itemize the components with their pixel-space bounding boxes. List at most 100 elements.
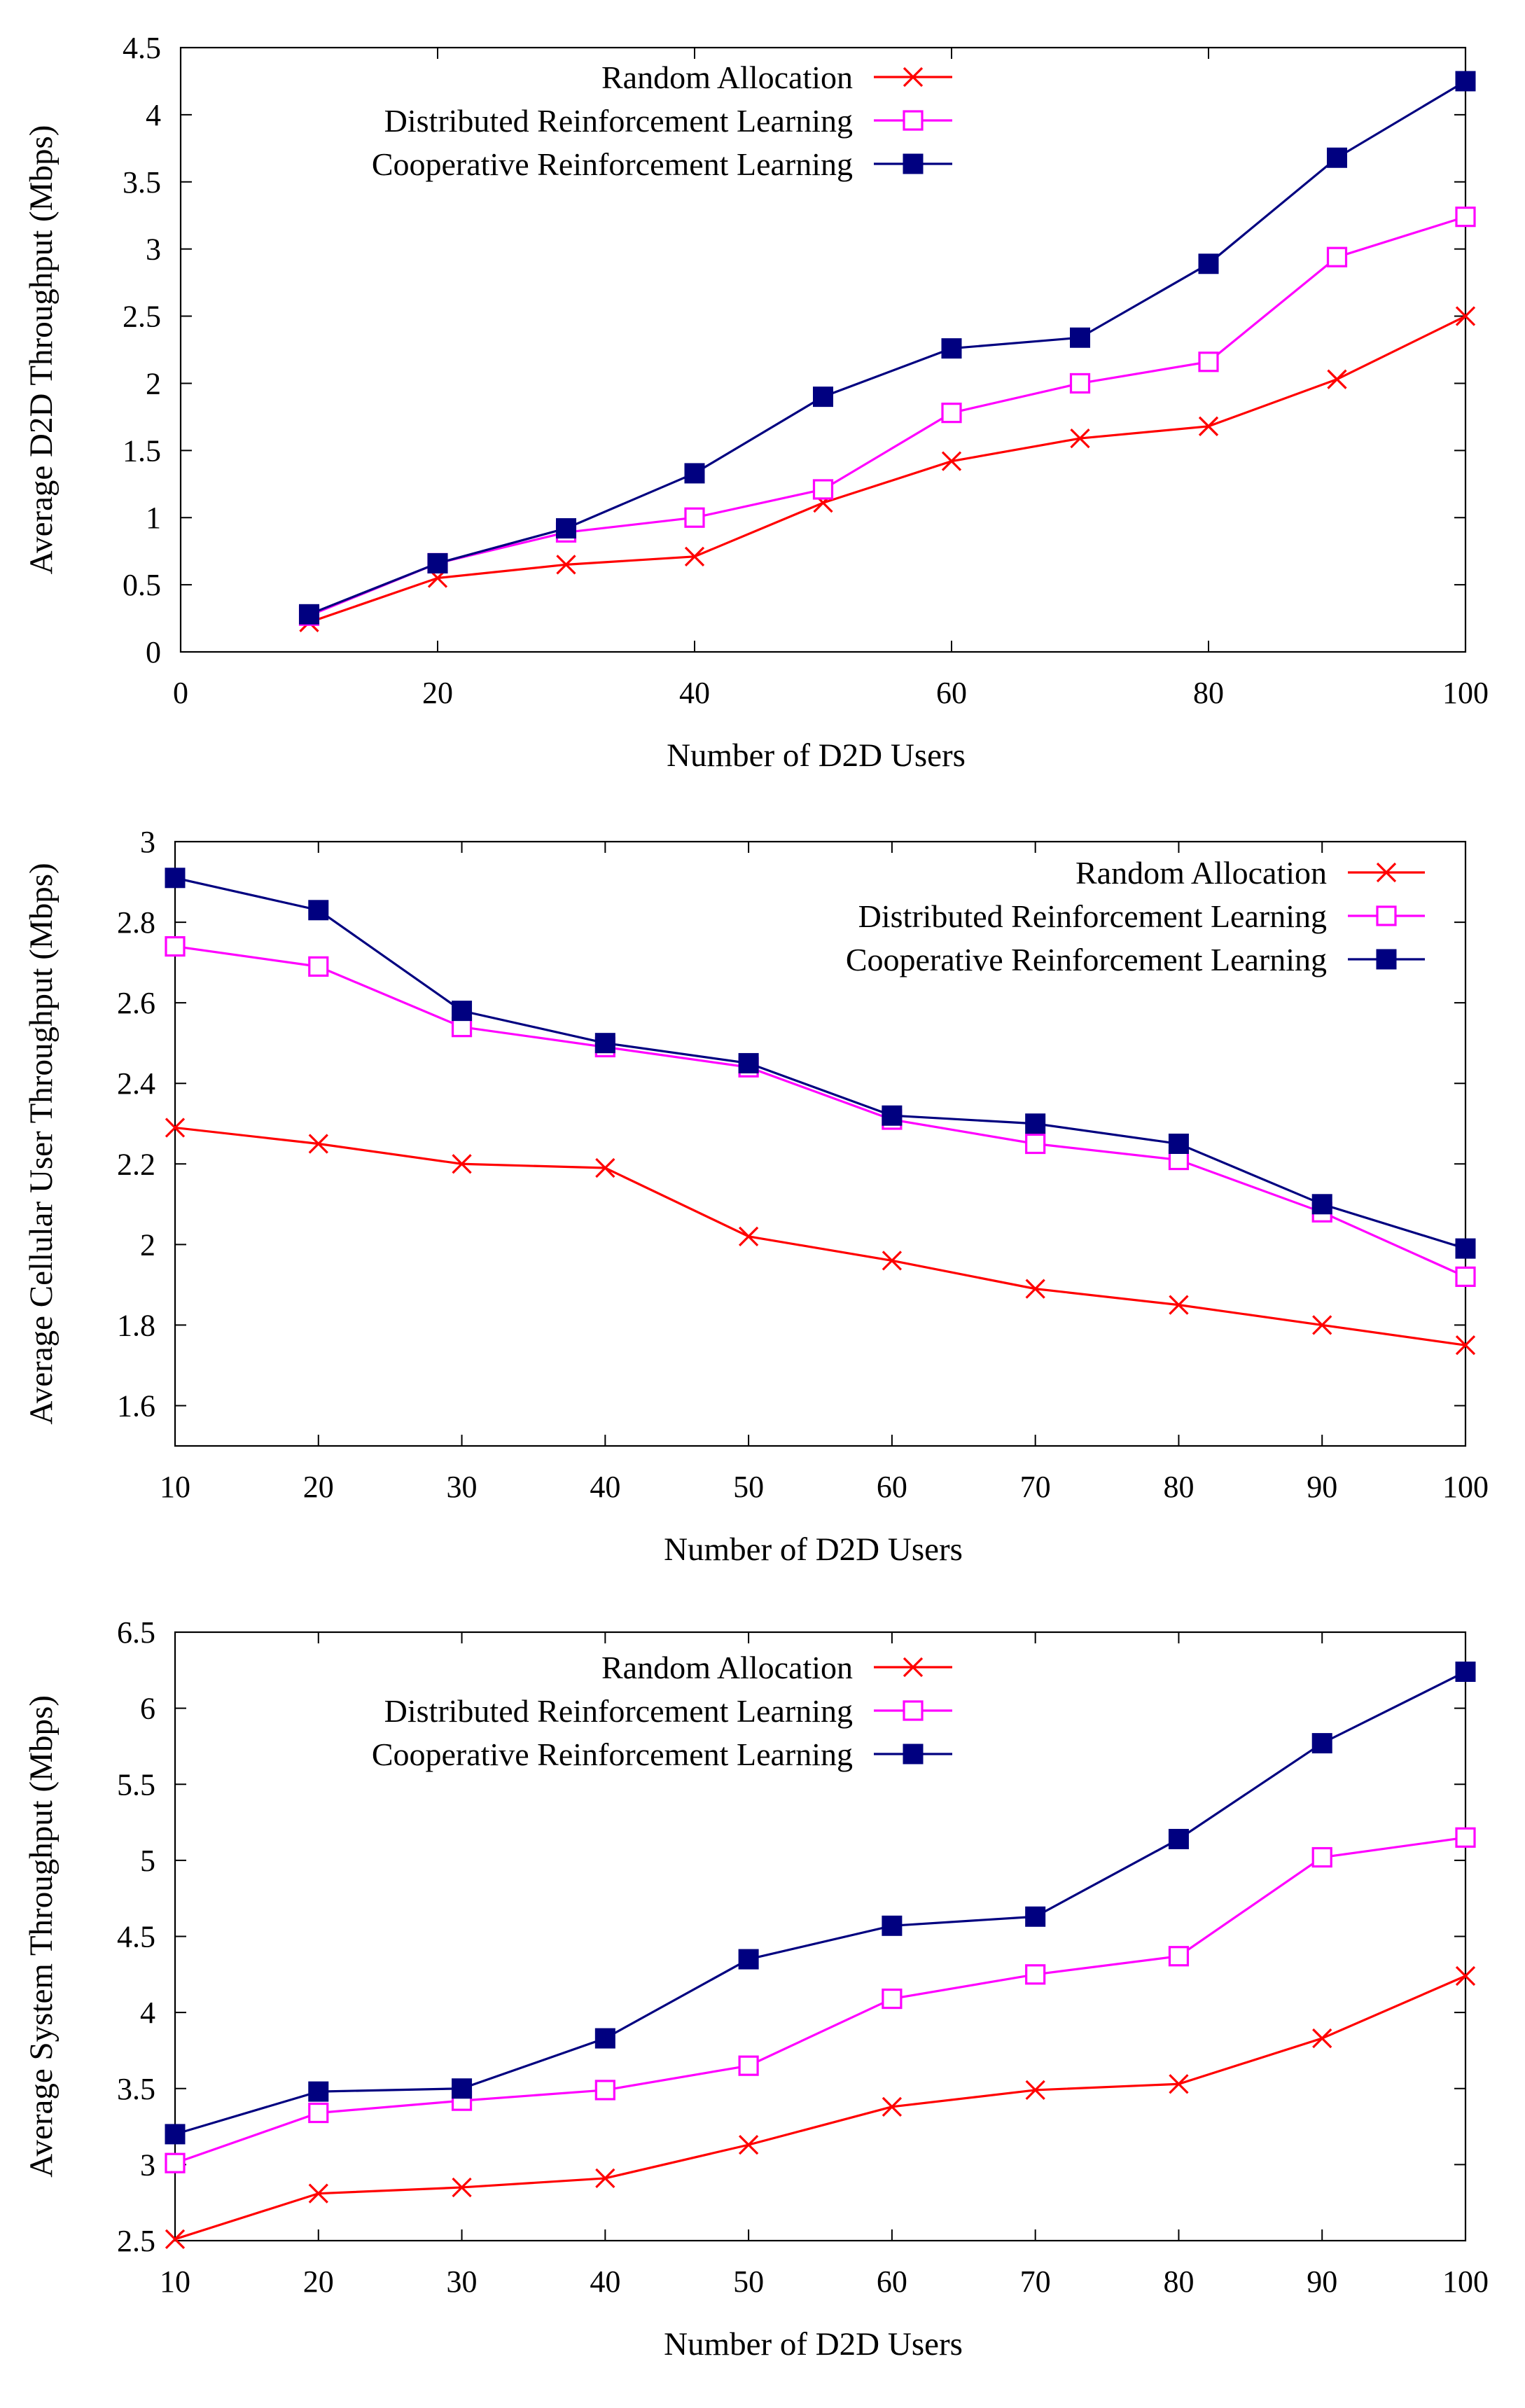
data-point (556, 555, 576, 575)
x-tick-label: 10 (160, 1470, 190, 1504)
x-tick-label: 40 (679, 676, 710, 710)
y-tick-label: 2 (140, 1227, 155, 1262)
data-point (452, 1001, 473, 1022)
data-point (1455, 1238, 1476, 1259)
legend-marker (903, 1744, 924, 1765)
data-point (1455, 1661, 1476, 1682)
data-point (595, 2168, 615, 2189)
y-tick-label: 4 (140, 1996, 155, 2030)
data-point (594, 2080, 615, 2101)
y-tick-label: 0 (146, 635, 161, 669)
data-point (1311, 1194, 1332, 1215)
data-point (165, 2124, 186, 2145)
x-axis-label: Number of D2D Users (664, 2326, 963, 2362)
data-point (308, 2102, 329, 2124)
series-distributed-reinforcement-learning (165, 935, 1476, 1287)
data-point (452, 2078, 473, 2099)
y-tick-label: 6.5 (117, 1615, 155, 1650)
legend-marker (903, 1700, 924, 1721)
data-point (684, 507, 705, 528)
series-line (308, 216, 1466, 617)
legend-label: Distributed Reinforcement Learning (384, 1693, 853, 1729)
x-tick-label: 100 (1442, 2264, 1489, 2299)
data-point (299, 604, 319, 625)
series-line (174, 877, 1466, 1250)
legend-marker (903, 153, 924, 174)
data-point (165, 2229, 186, 2249)
data-point (684, 463, 705, 484)
x-tick-label: 90 (1307, 1470, 1337, 1504)
legend-label: Random Allocation (1075, 855, 1327, 891)
x-tick-label: 30 (447, 2264, 478, 2299)
data-point (165, 1118, 186, 1138)
y-tick-label: 0.5 (123, 568, 161, 602)
legend-marker (1376, 949, 1397, 970)
legend-marker (903, 1657, 924, 1678)
series-distributed-reinforcement-learning (298, 207, 1476, 626)
data-point (941, 451, 962, 471)
data-point (1327, 147, 1347, 168)
data-point (882, 1251, 903, 1271)
y-tick-label: 5.5 (117, 1767, 155, 1802)
y-axis-label: Average D2D Throughput (Mbps) (23, 125, 60, 575)
legend-label: Random Allocation (601, 1650, 853, 1685)
legend-label: Cooperative Reinforcement Learning (372, 146, 853, 182)
data-point (165, 2152, 186, 2173)
data-point (308, 2183, 328, 2204)
data-point (1312, 2028, 1332, 2049)
data-point (1455, 1827, 1476, 1848)
y-axis-label: Average System Throughput (Mbps) (23, 1695, 60, 2178)
y-tick-label: 3 (140, 2148, 155, 2182)
data-point (882, 1915, 903, 1936)
x-tick-label: 50 (733, 2264, 764, 2299)
series-cooperative-reinforcement-learning (165, 1661, 1476, 2145)
series-random-allocation (165, 1965, 1476, 2249)
x-tick-label: 30 (447, 1470, 478, 1504)
data-point (1025, 1279, 1045, 1299)
data-point (1311, 1846, 1332, 1868)
data-point (1198, 253, 1219, 274)
plot-frame (174, 840, 1467, 1447)
data-point (595, 1157, 615, 1178)
legend-marker (903, 110, 924, 131)
x-tick-label: 0 (173, 676, 188, 710)
legend-marker (1376, 905, 1397, 926)
y-tick-label: 4.5 (123, 31, 161, 65)
data-point (1070, 428, 1090, 449)
data-point (308, 900, 329, 921)
data-point (594, 1033, 615, 1054)
data-point (1455, 1335, 1476, 1356)
x-tick-label: 90 (1307, 2264, 1337, 2299)
data-point (1025, 1964, 1046, 1985)
data-point (684, 546, 705, 566)
data-point (308, 1134, 328, 1154)
data-point (1168, 1134, 1189, 1154)
data-point (941, 338, 962, 359)
data-point (165, 868, 186, 889)
data-point (738, 1226, 759, 1246)
x-tick-label: 60 (877, 1470, 907, 1504)
series-line (174, 1126, 1466, 1346)
data-point (1326, 246, 1348, 267)
data-point (738, 2055, 759, 2076)
data-point (1312, 1315, 1332, 1335)
x-tick-label: 10 (160, 2264, 190, 2299)
data-point (308, 2081, 329, 2102)
data-point (1311, 1733, 1332, 1754)
y-tick-label: 2.8 (117, 905, 155, 940)
chart-2: 1.6 1.8 2 2.2 2.4 2.6 2.8 3 10 20 30 40 50 60 70 80 90 10… (23, 825, 1489, 1568)
y-tick-label: 2.6 (117, 986, 155, 1020)
data-point (1069, 373, 1091, 394)
data-point (1455, 1965, 1476, 1986)
data-point (1169, 2074, 1189, 2094)
data-point (1168, 1828, 1189, 1849)
data-point (1455, 207, 1476, 228)
y-tick-label: 1 (146, 501, 161, 535)
data-point (738, 1949, 759, 1970)
plot-frame (179, 46, 1467, 653)
data-point (1169, 1295, 1189, 1315)
data-point (1327, 369, 1347, 389)
y-tick-label: 3.5 (123, 165, 161, 200)
x-tick-label: 80 (1163, 2264, 1194, 2299)
data-point (1025, 1113, 1046, 1134)
